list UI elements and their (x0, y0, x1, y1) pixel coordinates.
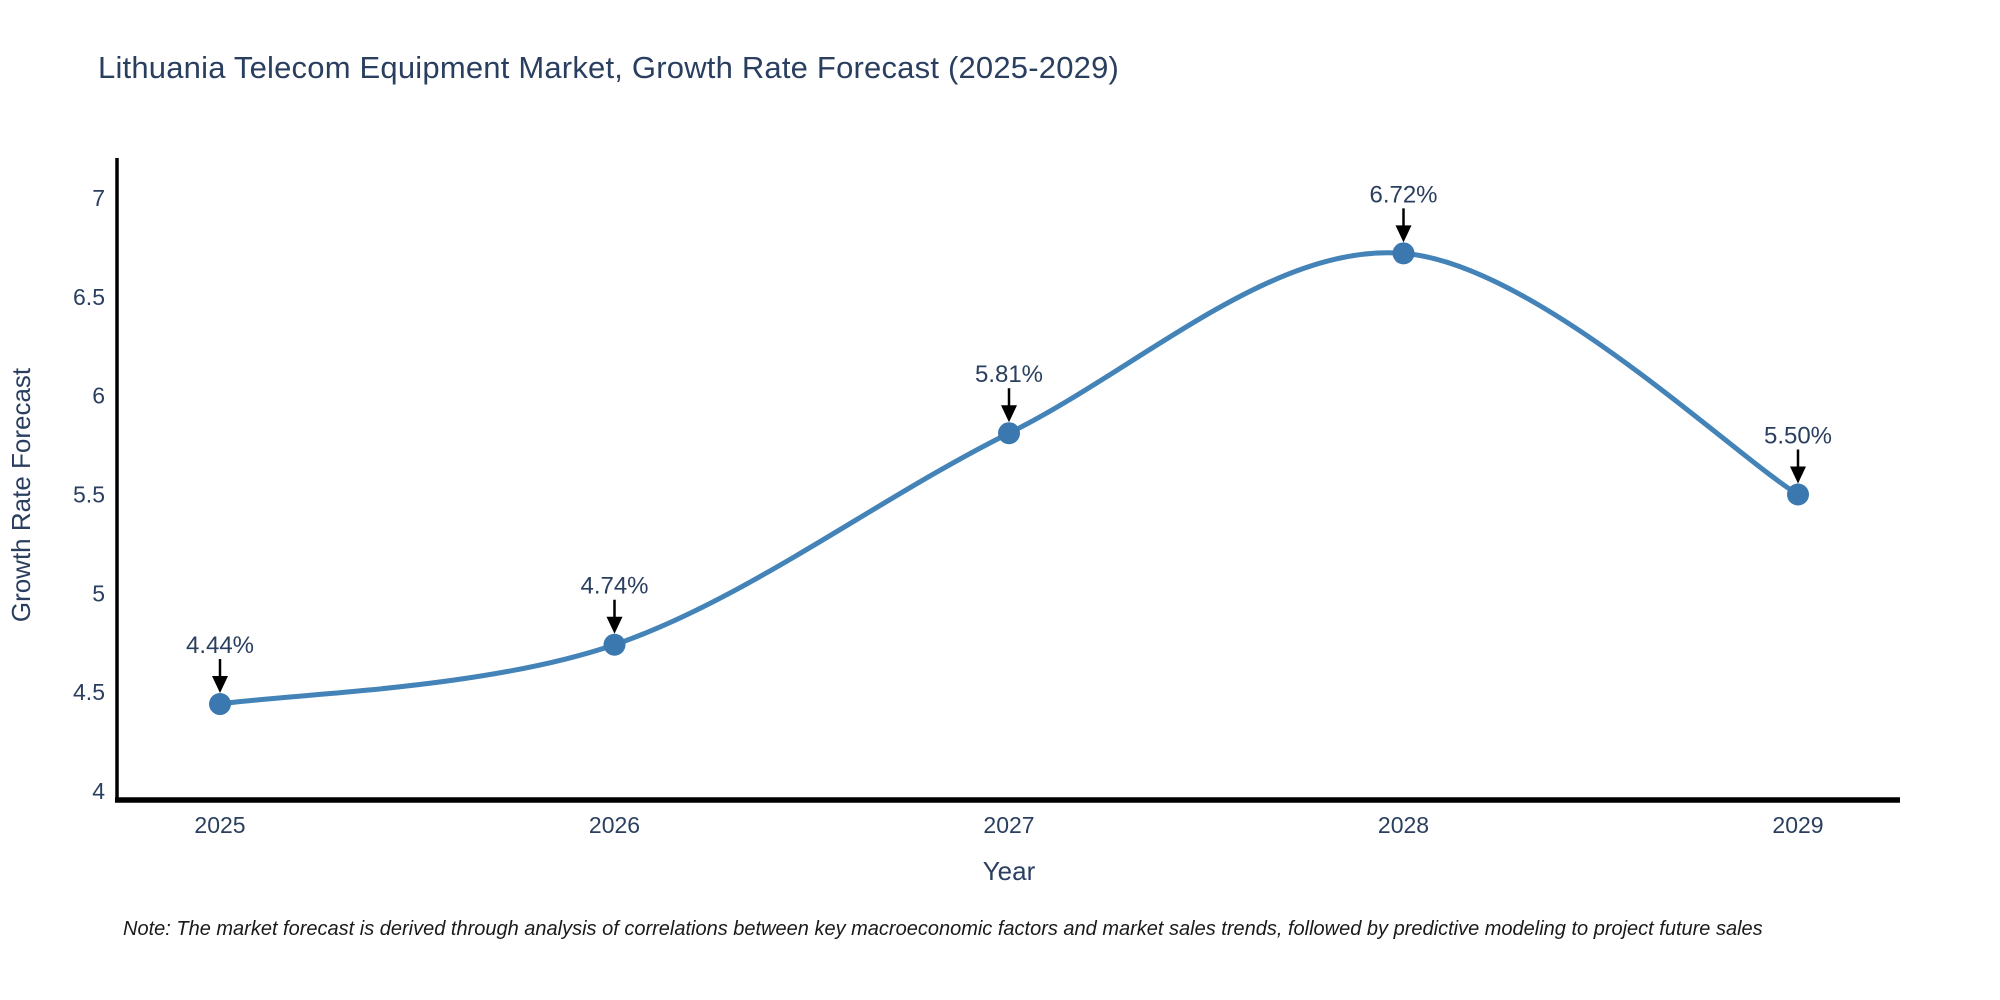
y-tick-label: 6 (92, 383, 105, 409)
x-tick-label: 2028 (1378, 812, 1429, 838)
y-tick-label: 6.5 (73, 284, 105, 310)
data-point-marker[interactable] (1392, 242, 1415, 265)
data-point-marker[interactable] (998, 422, 1020, 445)
data-point-marker[interactable] (603, 633, 626, 656)
data-point-marker[interactable] (209, 693, 231, 716)
y-tick-label: 5.5 (73, 481, 105, 507)
annotation-label: 4.44% (186, 632, 254, 659)
x-tick-label: 2029 (1772, 812, 1823, 838)
annotation-label: 4.74% (580, 573, 648, 600)
line-series-growth-rate (217, 250, 1801, 707)
annotation-arrow-head (1395, 225, 1412, 243)
x-axis-title: Year (983, 856, 1036, 886)
y-axis-title: Growth Rate Forecast (6, 367, 36, 622)
y-tick-label: 5 (92, 580, 105, 606)
annotation-arrow-head (1790, 466, 1806, 484)
annotation-label: 5.81% (975, 361, 1043, 388)
y-tick-label: 4.5 (73, 679, 105, 705)
chart-title: Lithuania Telecom Equipment Market, Grow… (98, 50, 1120, 85)
annotation-arrow-head (1001, 405, 1017, 423)
annotation-label: 5.50% (1764, 422, 1832, 449)
x-tick-label: 2027 (983, 812, 1034, 838)
data-point-marker[interactable] (1787, 483, 1809, 506)
x-tick-label: 2026 (589, 812, 640, 838)
y-tick-label: 4 (92, 778, 105, 804)
annotation-label: 6.72% (1369, 181, 1437, 208)
y-tick-label: 7 (92, 185, 105, 211)
x-tick-label: 2025 (194, 812, 245, 838)
annotation-arrow-head (606, 616, 623, 634)
annotation-arrow-head (212, 676, 228, 694)
footnote: Note: The market forecast is derived thr… (123, 918, 1763, 940)
